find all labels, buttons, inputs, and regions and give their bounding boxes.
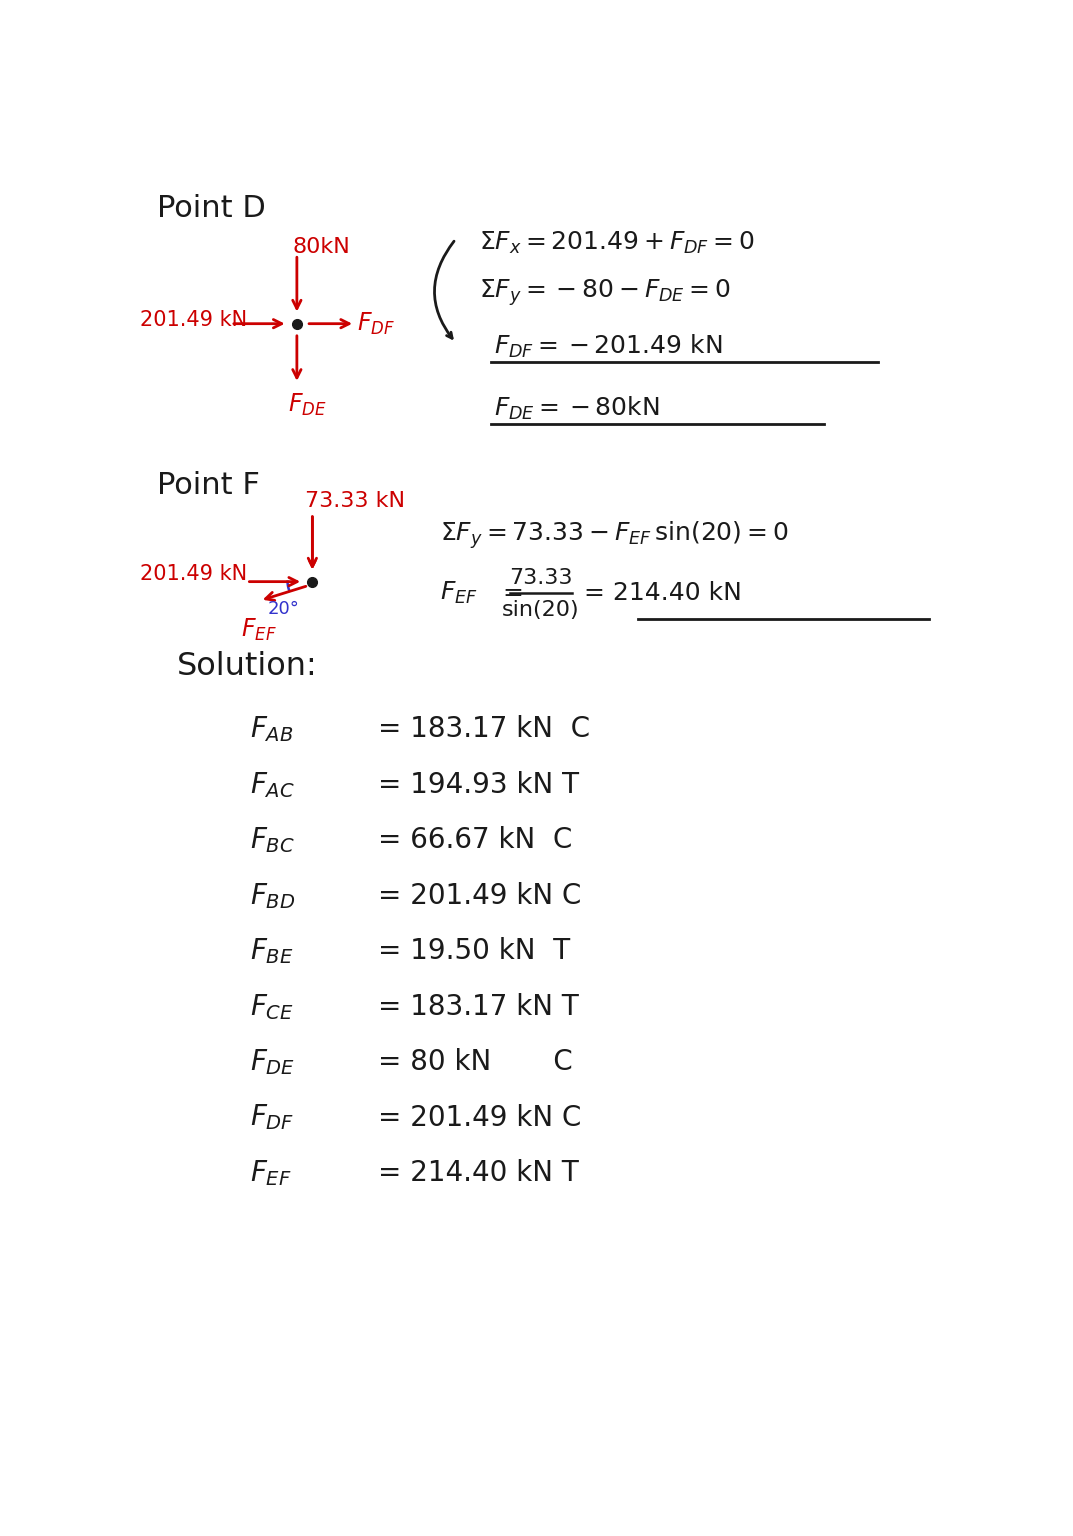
Text: = 194.93 kN T: = 194.93 kN T bbox=[379, 771, 579, 799]
Text: =: = bbox=[502, 581, 524, 605]
Text: = 183.17 kN  C: = 183.17 kN C bbox=[379, 716, 590, 743]
Text: $F_{CE}$: $F_{CE}$ bbox=[250, 992, 294, 1021]
Text: Solution:: Solution: bbox=[177, 651, 318, 682]
Text: $\Sigma F_y = 73.33 - F_{EF}\,\mathrm{sin}(20) = 0$: $\Sigma F_y = 73.33 - F_{EF}\,\mathrm{si… bbox=[440, 519, 789, 551]
Text: 73.33: 73.33 bbox=[510, 568, 573, 588]
Text: $\Sigma F_y = -80 - F_{DE} = 0$: $\Sigma F_y = -80 - F_{DE} = 0$ bbox=[479, 278, 731, 309]
Text: $F_{DE}$: $F_{DE}$ bbox=[250, 1048, 295, 1077]
Text: $F_{DF} = -201.49\ \mathrm{kN}$: $F_{DF} = -201.49\ \mathrm{kN}$ bbox=[495, 333, 723, 361]
Text: $F_{DE}$: $F_{DE}$ bbox=[288, 392, 326, 418]
Text: $F_{EF}$: $F_{EF}$ bbox=[240, 617, 276, 644]
Text: = 19.50 kN  T: = 19.50 kN T bbox=[379, 937, 571, 965]
Text: sin(20): sin(20) bbox=[502, 601, 579, 621]
Text: $F_{DE} = -80\mathrm{kN}$: $F_{DE} = -80\mathrm{kN}$ bbox=[495, 395, 660, 422]
Text: $F_{DF}$: $F_{DF}$ bbox=[357, 310, 395, 336]
Text: $F_{EF}$: $F_{EF}$ bbox=[440, 581, 477, 607]
Text: 201.49 kN: 201.49 kN bbox=[141, 564, 248, 584]
Text: $\Sigma F_x = 201.49 + F_{DF} = 0$: $\Sigma F_x = 201.49 + F_{DF} = 0$ bbox=[479, 230, 754, 257]
Text: = 201.49 kN C: = 201.49 kN C bbox=[379, 1103, 582, 1132]
Text: = 66.67 kN  C: = 66.67 kN C bbox=[379, 826, 573, 854]
Text: $F_{BD}$: $F_{BD}$ bbox=[250, 882, 296, 911]
Text: = 214.40 kN T: = 214.40 kN T bbox=[379, 1160, 579, 1187]
Text: 201.49 kN: 201.49 kN bbox=[141, 310, 248, 330]
Text: $F_{AB}$: $F_{AB}$ bbox=[250, 714, 294, 745]
Text: 80kN: 80kN bbox=[293, 237, 351, 257]
Text: 20°: 20° bbox=[267, 599, 299, 617]
Text: Point F: Point F bbox=[158, 472, 261, 499]
Text: $F_{DF}$: $F_{DF}$ bbox=[250, 1103, 295, 1132]
Text: 73.33 kN: 73.33 kN bbox=[305, 492, 405, 511]
Text: $F_{EF}$: $F_{EF}$ bbox=[250, 1158, 292, 1187]
Text: $F_{BC}$: $F_{BC}$ bbox=[250, 825, 295, 856]
Text: = 80 kN       C: = 80 kN C bbox=[379, 1048, 573, 1077]
Text: $F_{AC}$: $F_{AC}$ bbox=[250, 770, 295, 800]
Text: = 201.49 kN C: = 201.49 kN C bbox=[379, 882, 582, 909]
Text: Point D: Point D bbox=[158, 194, 266, 223]
Text: $F_{BE}$: $F_{BE}$ bbox=[250, 937, 294, 966]
Text: = 183.17 kN T: = 183.17 kN T bbox=[379, 992, 579, 1021]
Text: = 214.40 kN: = 214.40 kN bbox=[584, 581, 741, 605]
